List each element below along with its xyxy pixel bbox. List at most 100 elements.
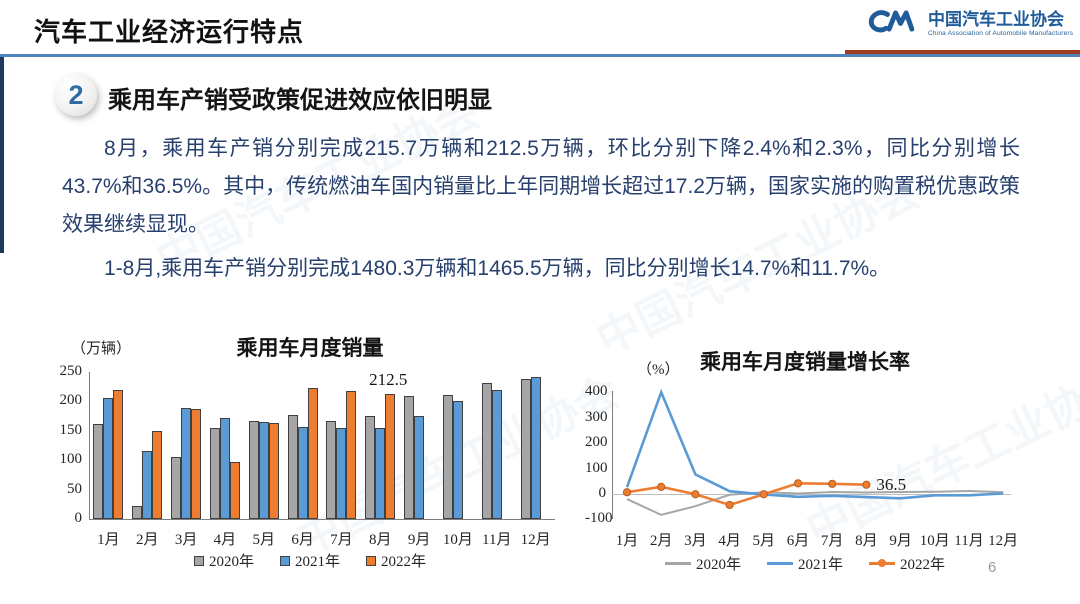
- y-axis-tick-label: 100: [585, 459, 608, 476]
- x-axis-tick-label: 10月: [919, 533, 950, 549]
- marker-2022年: [793, 479, 803, 488]
- legend-label: 2022年: [900, 557, 946, 573]
- x-axis-tick-label: 3月: [684, 533, 707, 549]
- left-accent-bar: [0, 57, 4, 253]
- marker-2022年: [862, 480, 871, 489]
- caam-logo-icon: [868, 8, 920, 39]
- x-axis-tick-label: 2月: [649, 533, 673, 549]
- bar-2022年-7月: [346, 390, 357, 519]
- bar-2021年-12月: [530, 376, 541, 519]
- marker-2022年: [622, 488, 632, 497]
- zero-gridline: [612, 494, 1011, 495]
- bar-2021年-3月: [181, 408, 192, 519]
- data-label-aug-2022: 212.5: [369, 370, 408, 390]
- bar-chart-monthly-sales: （万辆） 乘用车月度销量 0 50 100 150 200 250 1月 2月 3月 4月 5月 6月…: [55, 331, 565, 599]
- marker-2022年: [759, 490, 768, 499]
- bar-2021年-9月: [414, 416, 425, 519]
- bar-2021年-11月: [491, 389, 502, 519]
- y-axis-tick-label: 400: [585, 383, 608, 400]
- legend-swatch-icon: [193, 555, 204, 566]
- y-axis-tick-label: 250: [59, 363, 83, 379]
- y-axis-line: [89, 372, 90, 519]
- x-axis-tick-label: 6月: [291, 532, 314, 548]
- legend-label: 2021年: [294, 554, 340, 570]
- bar-2020年-9月: [404, 396, 415, 519]
- page-number: 6: [988, 559, 997, 576]
- header-divider-blue: [0, 54, 1080, 57]
- x-axis-tick-label: 12月: [988, 533, 1019, 549]
- bar-2020年-2月: [132, 506, 143, 519]
- x-axis-tick-label: 1月: [97, 532, 120, 548]
- org-name-en: China Association of Automobile Manufact…: [928, 30, 1074, 37]
- y-axis-tick-label: 50: [67, 480, 82, 497]
- x-axis-tick-label: 3月: [174, 532, 198, 548]
- bar-2022年-3月: [191, 409, 202, 519]
- line-chart-growth-rate: （%） 乘用车月度销量增长率 -100 0 100 200 300 400 1月 2月 3月 4月…: [585, 345, 1025, 601]
- header-divider-red: [845, 50, 1080, 54]
- x-axis-tick-label: 5月: [252, 532, 275, 548]
- bar-2022年-2月: [152, 431, 163, 519]
- legend-item-2022年: 2022年: [869, 553, 945, 574]
- x-axis-tick-label: 8月: [368, 532, 392, 548]
- bar-2021年-5月: [258, 421, 269, 519]
- bar-2020年-11月: [481, 383, 492, 519]
- x-axis-tick-label: 11月: [482, 532, 512, 548]
- org-name-cn: 中国汽车工业协会: [928, 10, 1064, 29]
- line-chart-title: 乘用车月度销量增长率: [700, 351, 910, 374]
- x-axis-tick-label: 9月: [889, 533, 912, 549]
- y-axis-tick-label: 0: [598, 485, 607, 501]
- bar-2022年-5月: [268, 423, 279, 519]
- marker-2022年: [691, 490, 700, 499]
- org-logo: 中国汽车工业协会 China Association of Automobile…: [868, 8, 1073, 39]
- bar-2020年-4月: [209, 428, 220, 519]
- x-axis-tick-label: 12月: [520, 532, 551, 548]
- bar-2020年-1月: [93, 424, 104, 519]
- marker-2022年: [657, 482, 666, 491]
- x-axis-tick-label: 8月: [855, 533, 878, 549]
- legend-marker-dot-icon: [878, 559, 886, 567]
- org-logo-text: 中国汽车工业协会 China Association of Automobile…: [928, 10, 1073, 37]
- legend-label: 2021年: [797, 557, 843, 573]
- bar-2020年-3月: [171, 457, 182, 519]
- y-axis-line: [612, 391, 613, 519]
- growth-rate-plot: [622, 388, 1004, 516]
- x-axis-tick-label: 2月: [135, 532, 159, 548]
- page-title: 汽车工业经济运行特点: [34, 17, 305, 47]
- line-chart-unit-label: （%）: [637, 362, 680, 378]
- x-axis-tick-label: 6月: [786, 533, 810, 549]
- y-axis-tick-label: -100: [585, 510, 613, 527]
- bar-2021年-10月: [452, 401, 463, 519]
- legend-label: 2022年: [381, 554, 427, 570]
- bar-2020年-6月: [287, 414, 298, 519]
- section-number: 2: [68, 79, 84, 110]
- line-chart-legend: 2020年 2021年 2022年: [585, 553, 1025, 574]
- legend-swatch-icon: [366, 555, 376, 566]
- legend-item-2021年: 2021年: [766, 553, 843, 574]
- bar-2021年-7月: [336, 427, 347, 519]
- bar-2022年-1月: [113, 389, 124, 519]
- marker-2022年: [828, 479, 837, 488]
- legend-label: 2020年: [208, 554, 254, 570]
- data-label-aug-2022: 36.5: [876, 474, 907, 494]
- legend-item-2021年: 2021年: [279, 550, 340, 571]
- bar-2020年-5月: [248, 420, 259, 519]
- line-2022年: [626, 482, 867, 507]
- bar-2021年-1月: [103, 398, 114, 519]
- section-number-badge: 2: [55, 74, 97, 116]
- body-text: 8月，乘用车产销分别完成215.7万辆和212.5万辆，环比分别下降2.4%和2…: [62, 130, 1020, 294]
- x-axis-tick-label: 11月: [954, 533, 984, 549]
- section-heading: 乘用车产销受政策促进效应依旧明显: [108, 87, 492, 114]
- y-axis-tick-label: 300: [585, 408, 608, 425]
- x-axis-tick-label: 9月: [407, 532, 431, 548]
- y-axis-tick-label: 100: [59, 451, 83, 468]
- x-axis-tick-label: 7月: [820, 533, 844, 549]
- legend-swatch-icon: [869, 559, 895, 567]
- bar-2021年-2月: [142, 450, 153, 519]
- x-axis-tick-label: 10月: [442, 532, 473, 548]
- bar-2021年-8月: [375, 427, 386, 519]
- line-2020年: [626, 489, 1004, 516]
- bar-2020年-8月: [365, 416, 376, 519]
- y-axis-tick-label: 200: [59, 392, 83, 409]
- y-axis-tick-label: 0: [74, 510, 83, 526]
